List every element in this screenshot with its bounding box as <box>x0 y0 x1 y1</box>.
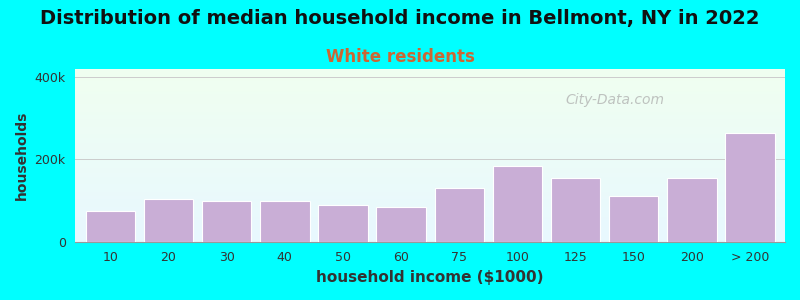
Bar <box>551 178 600 242</box>
Bar <box>726 133 775 242</box>
Bar <box>609 196 658 242</box>
Y-axis label: households: households <box>15 111 29 200</box>
Bar <box>434 188 484 242</box>
X-axis label: household income ($1000): household income ($1000) <box>317 270 544 285</box>
Bar <box>260 201 310 242</box>
Bar <box>86 211 135 242</box>
Text: White residents: White residents <box>326 48 474 66</box>
Bar <box>667 178 717 242</box>
Bar <box>493 166 542 242</box>
Bar <box>202 201 251 242</box>
Bar <box>144 199 193 242</box>
Bar <box>376 207 426 242</box>
Text: City-Data.com: City-Data.com <box>565 93 664 107</box>
Text: Distribution of median household income in Bellmont, NY in 2022: Distribution of median household income … <box>40 9 760 28</box>
Bar <box>318 205 368 242</box>
